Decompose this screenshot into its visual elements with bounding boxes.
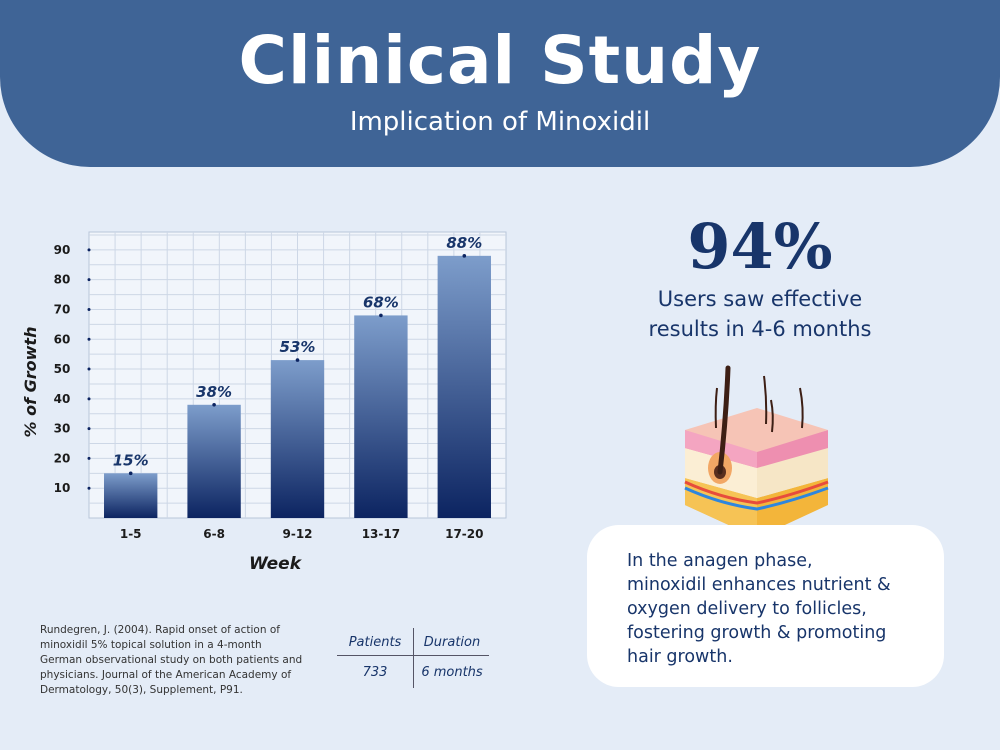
y-tick-label: 60 xyxy=(54,332,71,346)
info-card-text: In the anagen phase, minoxidil enhances … xyxy=(627,549,927,669)
table-header-duration: Duration xyxy=(423,635,481,650)
stat-block: 94% Users saw effective results in 4-6 m… xyxy=(610,212,910,344)
data-label: 68% xyxy=(363,293,399,311)
bar xyxy=(354,315,408,518)
page-title: Clinical Study xyxy=(238,22,762,99)
y-tick-label: 90 xyxy=(54,243,71,257)
x-tick-label: 17-20 xyxy=(445,527,483,541)
y-tick-mark xyxy=(87,337,91,341)
info-line: In the anagen phase, xyxy=(627,551,813,571)
y-axis-label: % of Growth xyxy=(21,327,40,438)
table-cell-patients: 733 xyxy=(362,665,388,680)
x-tick-label: 9-12 xyxy=(282,527,312,541)
info-line: oxygen delivery to follicles, xyxy=(627,599,867,619)
citation-line: minoxidil 5% topical solution in a 4-mon… xyxy=(40,639,262,651)
header-banner: Clinical Study Implication of Minoxidil xyxy=(0,0,1000,167)
stat-description-line2: results in 4-6 months xyxy=(648,317,872,341)
citation-line: physicians. Journal of the American Acad… xyxy=(40,669,292,681)
y-tick-mark xyxy=(87,456,91,460)
stat-description: Users saw effective results in 4-6 month… xyxy=(610,284,910,344)
citation-line: Dermatology, 50(3), Supplement, P91. xyxy=(40,684,243,696)
data-label: 38% xyxy=(196,383,232,401)
citation-line: German observational study on both patie… xyxy=(40,654,303,666)
y-tick-mark xyxy=(87,486,91,490)
x-tick-label: 1-5 xyxy=(120,527,142,541)
y-tick-label: 20 xyxy=(54,451,71,465)
data-label: 15% xyxy=(113,451,149,469)
y-tick-label: 10 xyxy=(54,481,71,495)
bars xyxy=(104,254,491,519)
data-labels: 15% 38% 53% 68% 88% xyxy=(113,234,483,469)
y-tick-label: 30 xyxy=(54,422,71,436)
y-tick-label: 50 xyxy=(54,362,71,376)
stat-value: 94% xyxy=(687,210,833,283)
table-header-patients: Patients xyxy=(348,635,402,650)
y-tick-mark xyxy=(87,307,91,311)
y-tick-label: 70 xyxy=(54,302,71,316)
info-line: minoxidil enhances nutrient & xyxy=(627,575,891,595)
y-tick-mark xyxy=(87,248,91,252)
bar xyxy=(187,404,241,518)
y-tick-mark xyxy=(87,427,91,431)
bar xyxy=(437,255,491,519)
bar-top-marker xyxy=(128,471,133,476)
study-table: Patients Duration 733 6 months xyxy=(337,628,489,688)
x-tick-label: 6-8 xyxy=(203,527,225,541)
bar-top-marker xyxy=(462,254,467,258)
bar-top-marker xyxy=(379,313,383,318)
x-axis-ticks: 1-5 6-8 9-12 13-17 17-20 xyxy=(120,527,484,541)
info-card: In the anagen phase, minoxidil enhances … xyxy=(587,525,944,687)
citation-line: Rundegren, J. (2004). Rapid onset of act… xyxy=(40,624,280,636)
data-label: 53% xyxy=(280,338,316,356)
skin-hair-follicle-icon xyxy=(684,365,829,538)
stat-description-line1: Users saw effective xyxy=(657,287,863,311)
y-tick-mark xyxy=(87,367,91,371)
data-label: 88% xyxy=(446,234,482,252)
y-axis-ticks: 10 20 30 40 50 60 70 80 90 xyxy=(54,243,91,495)
x-axis-label: Week xyxy=(249,554,303,574)
x-tick-label: 13-17 xyxy=(362,527,400,541)
y-tick-mark xyxy=(87,278,91,282)
growth-bar-chart: 10 20 30 40 50 60 70 80 90 15% 38% 53% 68% 88% 1-5 6-… xyxy=(21,231,507,574)
bar xyxy=(104,473,158,518)
table-divider-vertical xyxy=(413,628,414,688)
info-line: fostering growth & promoting xyxy=(627,623,887,643)
y-tick-label: 80 xyxy=(54,273,71,287)
citation: Rundegren, J. (2004). Rapid onset of act… xyxy=(40,623,320,698)
bar-top-marker xyxy=(295,358,300,362)
y-tick-label: 40 xyxy=(54,392,71,406)
y-tick-mark xyxy=(87,397,91,401)
table-cell-duration: 6 months xyxy=(421,665,483,680)
bar-top-marker xyxy=(212,402,216,407)
bar xyxy=(270,360,325,518)
page-subtitle: Implication of Minoxidil xyxy=(349,107,651,137)
info-line: hair growth. xyxy=(627,647,733,667)
